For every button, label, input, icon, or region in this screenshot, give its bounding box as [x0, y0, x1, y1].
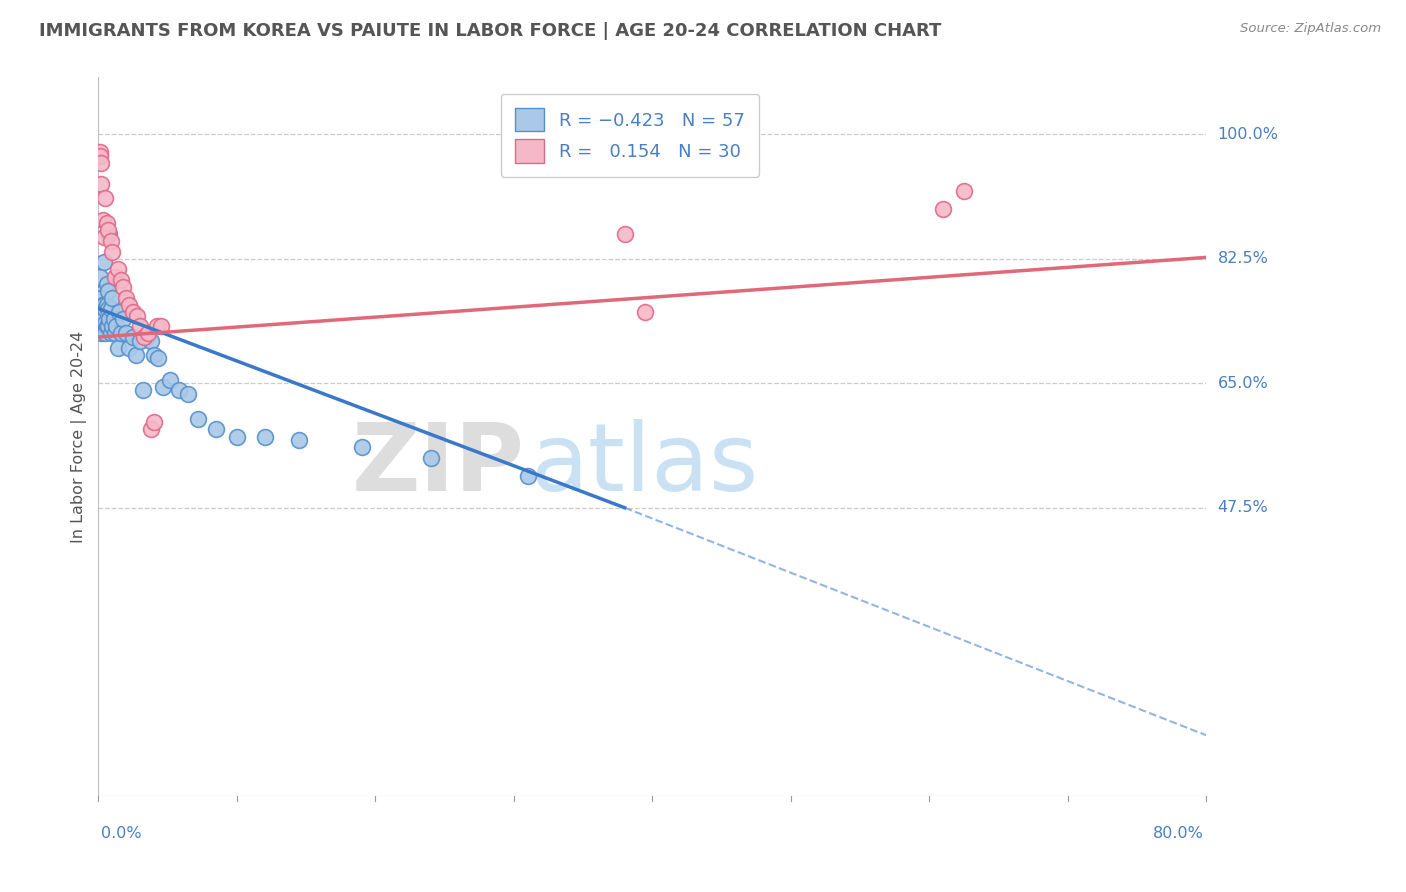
Text: Source: ZipAtlas.com: Source: ZipAtlas.com — [1240, 22, 1381, 36]
Point — [91, 298, 114, 312]
Point — [100, 234, 122, 248]
Point — [142, 416, 165, 430]
Point — [91, 309, 114, 323]
Point — [129, 319, 152, 334]
Point — [953, 184, 976, 198]
Point — [110, 273, 132, 287]
Legend: R = −0.423   N = 57, R =   0.154   N = 30: R = −0.423 N = 57, R = 0.154 N = 30 — [501, 94, 759, 178]
Point — [118, 298, 141, 312]
Point — [100, 326, 122, 341]
Point — [90, 291, 112, 305]
Point — [104, 269, 127, 284]
Point — [419, 450, 441, 465]
Text: atlas: atlas — [530, 419, 759, 511]
Point — [253, 429, 276, 443]
Point — [127, 309, 149, 323]
Point — [132, 330, 155, 344]
Point — [98, 227, 121, 241]
Point — [94, 316, 117, 330]
Point — [146, 351, 169, 366]
Point — [167, 384, 190, 398]
Point — [98, 312, 121, 326]
Point — [104, 326, 127, 341]
Point — [112, 312, 135, 326]
Point — [613, 227, 636, 241]
Point — [350, 440, 373, 454]
Point — [107, 341, 129, 355]
Point — [93, 230, 115, 244]
Point — [136, 326, 159, 341]
Point — [516, 468, 538, 483]
Point — [177, 387, 200, 401]
Point — [105, 319, 128, 334]
Point — [122, 305, 145, 319]
Point — [93, 255, 115, 269]
Point — [90, 312, 112, 326]
Point — [118, 341, 141, 355]
Point — [94, 326, 117, 341]
Y-axis label: In Labor Force | Age 20-24: In Labor Force | Age 20-24 — [72, 330, 87, 542]
Point — [131, 384, 153, 398]
Point — [129, 334, 152, 348]
Point — [97, 319, 120, 334]
Point — [96, 319, 118, 334]
Text: IMMIGRANTS FROM KOREA VS PAIUTE IN LABOR FORCE | AGE 20-24 CORRELATION CHART: IMMIGRANTS FROM KOREA VS PAIUTE IN LABOR… — [39, 22, 942, 40]
Point — [142, 348, 165, 362]
Point — [97, 301, 120, 316]
Point — [89, 287, 111, 301]
Text: 80.0%: 80.0% — [1153, 826, 1204, 841]
Point — [135, 330, 157, 344]
Point — [103, 312, 125, 326]
Point — [145, 319, 167, 334]
Point — [97, 284, 120, 298]
Point — [110, 326, 132, 341]
Point — [122, 330, 145, 344]
Point — [89, 298, 111, 312]
Point — [94, 301, 117, 316]
Point — [107, 262, 129, 277]
Point — [89, 145, 111, 160]
Text: ZIP: ZIP — [352, 419, 524, 511]
Point — [634, 305, 657, 319]
Point — [101, 319, 124, 334]
Text: 0.0%: 0.0% — [101, 826, 142, 841]
Point — [115, 326, 138, 341]
Point — [89, 269, 111, 284]
Point — [100, 301, 122, 316]
Point — [149, 319, 172, 334]
Point — [101, 291, 124, 305]
Point — [139, 422, 162, 436]
Point — [90, 326, 112, 341]
Point — [91, 319, 114, 334]
Point — [94, 191, 117, 205]
Point — [90, 301, 112, 316]
Point — [288, 433, 311, 447]
Point — [93, 298, 115, 312]
Point — [96, 216, 118, 230]
Point — [187, 412, 209, 426]
Point — [89, 149, 111, 163]
Point — [112, 280, 135, 294]
Point — [96, 298, 118, 312]
Point — [90, 155, 112, 169]
Point — [115, 291, 138, 305]
Point — [101, 244, 124, 259]
Point — [96, 277, 118, 291]
Text: 82.5%: 82.5% — [1218, 252, 1268, 267]
Point — [93, 312, 115, 326]
Point — [97, 223, 120, 237]
Point — [90, 177, 112, 191]
Point — [125, 348, 148, 362]
Point — [152, 380, 174, 394]
Point — [159, 373, 181, 387]
Point — [91, 212, 114, 227]
Point — [139, 334, 162, 348]
Point — [108, 305, 131, 319]
Text: 65.0%: 65.0% — [1218, 376, 1268, 391]
Point — [225, 429, 247, 443]
Point — [932, 202, 955, 216]
Point — [205, 422, 228, 436]
Text: 47.5%: 47.5% — [1218, 500, 1268, 516]
Text: 100.0%: 100.0% — [1218, 127, 1278, 142]
